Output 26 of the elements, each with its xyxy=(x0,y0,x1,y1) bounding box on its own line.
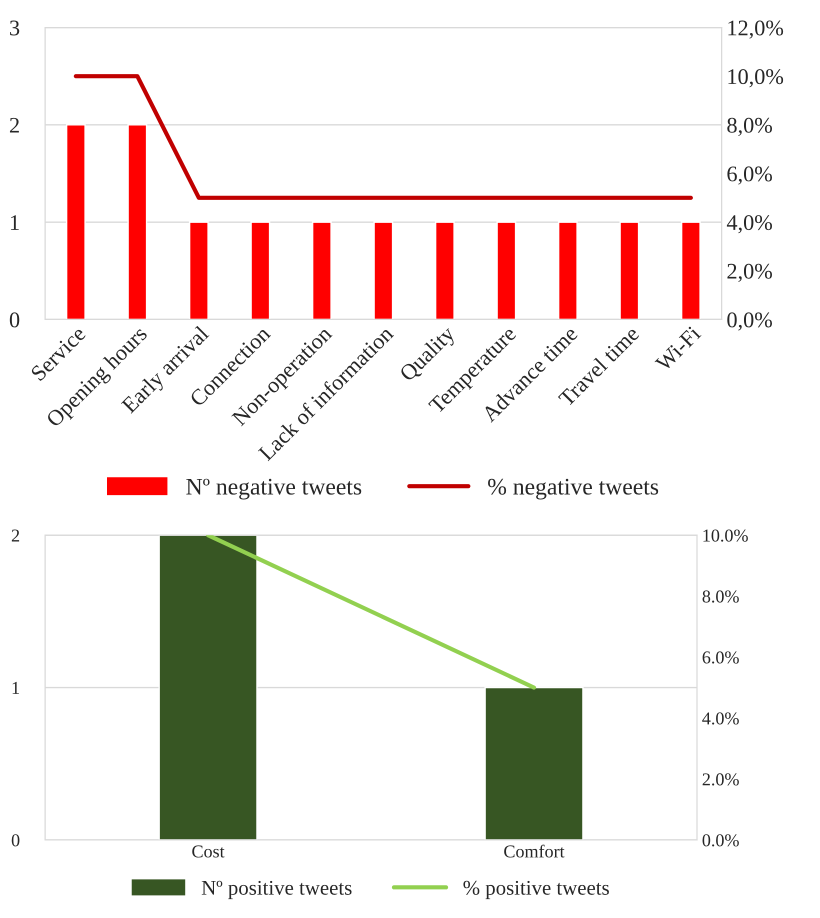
y2-tick-label: 6,0% xyxy=(727,166,772,185)
y2-tick-label: 8,0% xyxy=(727,118,772,136)
y2-tick-label: 12,0% xyxy=(728,20,784,39)
x-tick-label: Cost xyxy=(192,845,225,858)
legend-label: Nº positive tweets xyxy=(202,880,352,900)
y-tick-label: 1 xyxy=(12,682,20,694)
legend-label: Nº negative tweets xyxy=(186,478,362,500)
legend-label: % negative tweets xyxy=(488,478,658,500)
y2-tick-label: 4.0% xyxy=(702,712,739,725)
y-tick-label: 3 xyxy=(10,20,20,36)
y2-tick-label: 0,0% xyxy=(727,312,772,331)
y2-tick-label: 2,0% xyxy=(727,264,772,282)
y-tick-label: 2 xyxy=(12,530,20,542)
y2-tick-label: 8.0% xyxy=(702,590,739,603)
y2-tick-label: 6.0% xyxy=(702,651,739,664)
x-tick-label: Comfort xyxy=(504,844,565,858)
y-tick-label: 0 xyxy=(10,312,20,328)
y-tick-label: 1 xyxy=(10,215,19,230)
y-tick-label: 0 xyxy=(12,834,20,846)
y2-tick-label: 0.0% xyxy=(702,834,739,846)
y2-tick-label: 4,0% xyxy=(726,215,772,234)
legend-label: % positive tweets xyxy=(463,880,609,900)
y2-tick-label: 10.0% xyxy=(703,529,748,542)
y2-tick-label: 10,0% xyxy=(728,69,784,88)
y2-tick-label: 2.0% xyxy=(702,773,739,786)
y-tick-label: 2 xyxy=(10,118,19,133)
